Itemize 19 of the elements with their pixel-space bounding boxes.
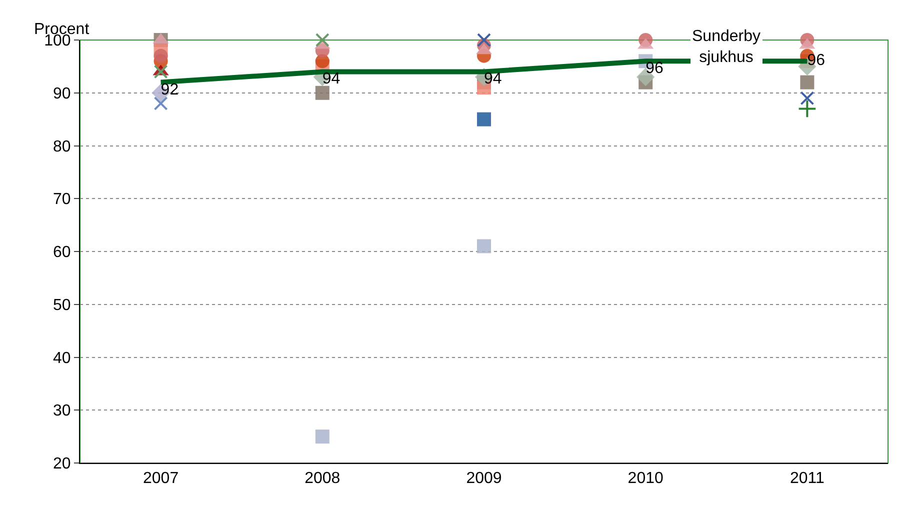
x-tick-label: 2011 [790,470,825,488]
y-tick-label: 30 [53,402,71,420]
data-label: 94 [322,70,340,88]
y-tick-label: 80 [53,138,71,156]
data-label: 96 [646,60,664,78]
series-label: Sunderby sjukhus [692,28,760,66]
x-tick-label: 2009 [466,470,502,488]
data-label: 92 [160,81,179,98]
y-tick-label: 70 [53,191,71,208]
y-tick-label: 90 [53,85,71,102]
x-tick-label: 2008 [304,470,340,488]
y-tick-label: 40 [53,350,71,367]
data-label: 96 [807,52,826,70]
data-label: 94 [484,70,502,88]
y-tick-label: 50 [53,296,71,314]
x-tick-label: 2007 [143,470,179,488]
x-tick-label: 2010 [628,470,664,488]
y-tick-label: 20 [53,456,71,473]
y-tick-label: 60 [53,244,71,262]
